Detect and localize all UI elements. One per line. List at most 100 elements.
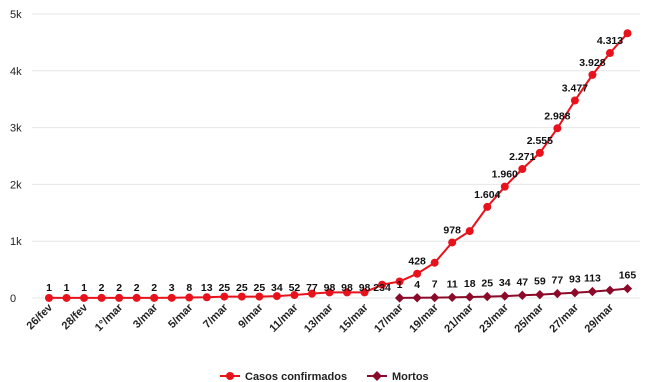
data-point[interactable] <box>378 280 387 289</box>
data-label: 428 <box>408 256 426 268</box>
data-point[interactable] <box>500 182 509 191</box>
data-point[interactable] <box>518 165 527 174</box>
x-tick-label: 23/mar <box>477 301 511 335</box>
data-point[interactable] <box>413 269 422 278</box>
data-point[interactable] <box>430 258 439 267</box>
data-point[interactable] <box>552 288 563 299</box>
data-point[interactable] <box>150 293 159 302</box>
grid-layer <box>32 13 640 299</box>
series-markers <box>45 29 633 303</box>
data-label: 98 <box>359 282 371 294</box>
x-tick-label: 26/fev <box>25 301 56 332</box>
data-label: 4 <box>414 279 420 291</box>
data-point[interactable] <box>360 288 369 297</box>
data-point[interactable] <box>395 277 404 286</box>
data-label: 2 <box>116 282 122 294</box>
data-point[interactable] <box>482 291 492 302</box>
data-point[interactable] <box>325 288 334 297</box>
x-tick-label: 27/mar <box>547 301 581 335</box>
x-tick-label: 13/mar <box>302 301 336 335</box>
data-point[interactable] <box>307 289 316 298</box>
data-label: 1 <box>64 282 70 294</box>
data-label: 3.477 <box>562 83 588 95</box>
data-point[interactable] <box>535 148 544 157</box>
data-label: 2.988 <box>544 110 570 122</box>
data-point[interactable] <box>185 293 194 302</box>
data-point[interactable] <box>605 49 614 58</box>
data-point[interactable] <box>412 293 422 303</box>
legend: Casos confirmados Mortos <box>220 371 429 382</box>
data-point[interactable] <box>553 124 562 133</box>
y-tick-label: 0 <box>10 293 16 305</box>
x-tick-label: 1°/mar <box>93 301 126 334</box>
data-label: 2 <box>134 282 140 294</box>
data-point[interactable] <box>570 288 580 298</box>
x-tick-label: 29/mar <box>583 301 617 335</box>
data-point[interactable] <box>45 293 53 302</box>
data-point[interactable] <box>588 70 597 79</box>
data-point[interactable] <box>483 202 492 211</box>
data-label: 1.604 <box>474 189 500 201</box>
data-point[interactable] <box>535 289 545 300</box>
data-label: 1 <box>397 279 403 291</box>
data-label: 77 <box>306 282 318 294</box>
data-label: 4.313 <box>597 35 623 47</box>
data-point[interactable] <box>80 293 89 302</box>
x-tick-label: 21/mar <box>442 301 476 335</box>
data-point[interactable] <box>237 292 246 301</box>
data-label: 2.271 <box>509 151 535 163</box>
data-point[interactable] <box>220 292 229 301</box>
data-point[interactable] <box>255 292 264 301</box>
legend-marker-casos <box>226 372 234 380</box>
x-tick-label: 9/mar <box>236 301 266 331</box>
series-lines <box>49 32 629 299</box>
data-label: 77 <box>552 275 564 287</box>
data-label: 11 <box>447 278 458 290</box>
y-tick-label: 4k <box>10 66 22 78</box>
data-label: 2.555 <box>527 135 553 147</box>
legend-label-casos: Casos confirmados <box>245 371 347 382</box>
y-tick-label: 1k <box>10 236 22 248</box>
data-point[interactable] <box>202 293 211 302</box>
data-point[interactable] <box>517 290 527 300</box>
data-point[interactable] <box>167 293 176 302</box>
data-label: 8 <box>186 282 192 294</box>
data-point[interactable] <box>394 293 405 303</box>
series-line-0 <box>49 32 629 299</box>
legend-marker-mortos <box>372 371 382 381</box>
data-label: 2 <box>99 282 105 294</box>
data-label: 59 <box>534 276 546 288</box>
data-point[interactable] <box>343 288 352 297</box>
data-point[interactable] <box>622 283 633 294</box>
data-point[interactable] <box>272 292 281 301</box>
data-point[interactable] <box>97 293 106 302</box>
data-point[interactable] <box>465 227 474 236</box>
data-label: 13 <box>201 282 213 294</box>
data-label: 34 <box>271 282 283 294</box>
data-label: 3 <box>169 282 175 294</box>
data-label: 2 <box>151 282 157 294</box>
data-point[interactable] <box>623 29 632 38</box>
x-tick-label: 5/mar <box>166 301 196 331</box>
data-point[interactable] <box>115 293 124 302</box>
legend-item-casos[interactable]: Casos confirmados <box>220 371 347 382</box>
data-point[interactable] <box>465 292 475 302</box>
data-point[interactable] <box>447 292 457 303</box>
data-label: 47 <box>516 276 528 288</box>
data-point[interactable] <box>500 291 510 301</box>
data-label: 34 <box>499 277 511 289</box>
legend-label-mortos: Mortos <box>392 371 429 382</box>
data-point[interactable] <box>448 238 457 247</box>
data-point[interactable] <box>605 285 615 295</box>
data-point[interactable] <box>570 96 579 105</box>
data-point[interactable] <box>290 291 299 300</box>
legend-item-mortos[interactable]: Mortos <box>367 371 429 382</box>
data-point[interactable] <box>587 286 598 297</box>
data-label: 113 <box>584 273 601 285</box>
x-tick-label: 28/fev <box>60 301 91 332</box>
data-point[interactable] <box>62 293 71 302</box>
data-point[interactable] <box>132 293 141 302</box>
data-label: 52 <box>289 282 301 294</box>
data-point[interactable] <box>429 292 440 303</box>
y-tick-label: 3k <box>10 123 22 135</box>
